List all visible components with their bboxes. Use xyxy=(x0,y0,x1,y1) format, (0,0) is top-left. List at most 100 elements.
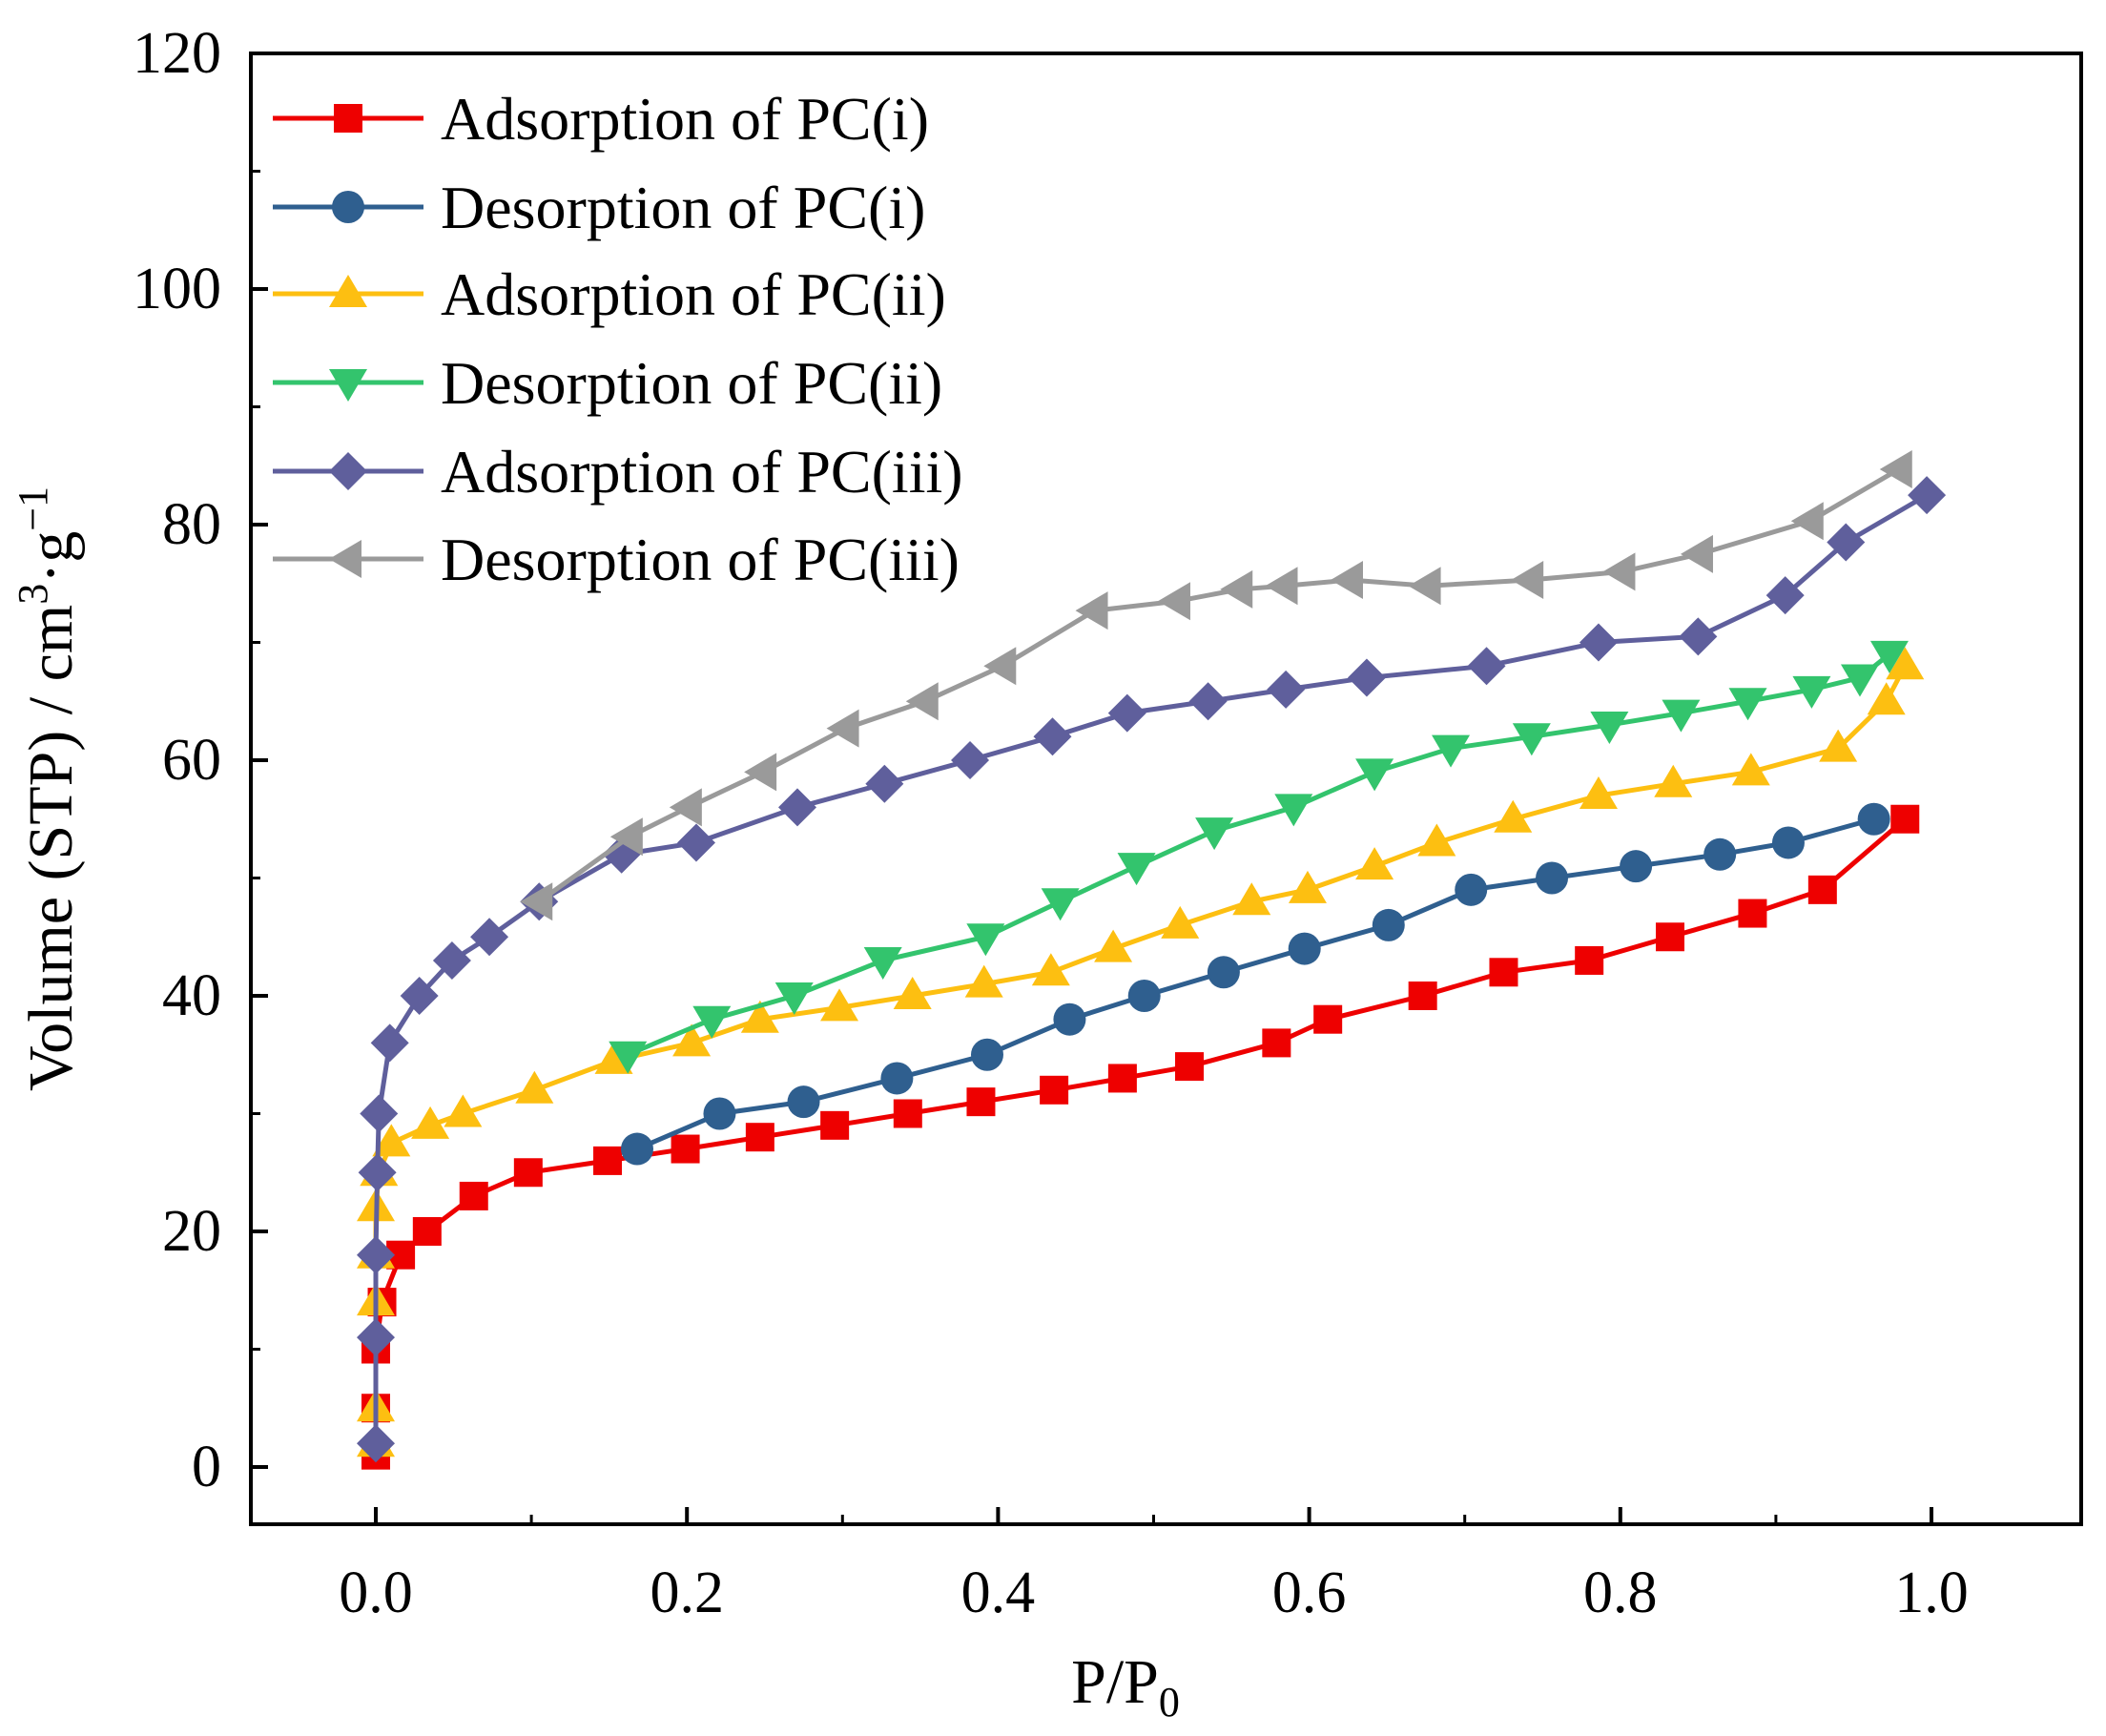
data-point xyxy=(865,764,904,803)
data-point xyxy=(672,1023,712,1057)
data-point xyxy=(432,940,471,980)
legend-item: Desorption of PC(iii) xyxy=(273,526,960,593)
data-point xyxy=(745,1123,774,1152)
data-point xyxy=(1288,870,1327,903)
data-point xyxy=(1232,882,1271,916)
data-point xyxy=(905,682,939,721)
data-point xyxy=(893,977,932,1009)
data-point xyxy=(1655,922,1684,952)
legend-item: Adsorption of PC(ii) xyxy=(273,260,946,328)
legend-item: Desorption of PC(i) xyxy=(273,174,925,241)
data-point xyxy=(1188,682,1228,721)
data-point xyxy=(1274,794,1313,827)
data-point xyxy=(360,1094,399,1133)
data-point xyxy=(820,1110,850,1140)
x-tick-label: 0.4 xyxy=(961,1560,1036,1625)
data-point xyxy=(520,882,553,921)
data-point xyxy=(1094,929,1133,962)
series-layer xyxy=(357,449,1947,1470)
data-point xyxy=(820,988,859,1022)
data-point xyxy=(1157,582,1190,621)
data-point xyxy=(1455,873,1488,906)
data-point xyxy=(1869,640,1909,673)
data-point xyxy=(951,741,990,779)
data-point xyxy=(372,1124,411,1157)
data-point xyxy=(1731,753,1770,786)
data-point xyxy=(1467,647,1506,686)
data-point xyxy=(357,1235,395,1274)
data-point xyxy=(1117,853,1156,886)
data-point xyxy=(826,709,859,748)
data-point xyxy=(1765,576,1805,615)
data-point xyxy=(1819,729,1858,762)
data-point xyxy=(1771,826,1805,859)
data-point xyxy=(1679,617,1718,656)
data-point xyxy=(692,1005,732,1039)
series-5 xyxy=(520,449,1912,921)
data-point xyxy=(1680,534,1713,573)
data-point xyxy=(411,1106,450,1139)
data-point xyxy=(357,1318,395,1357)
data-point xyxy=(1827,523,1866,562)
legend-item: Desorption of PC(ii) xyxy=(273,349,942,417)
data-point xyxy=(1728,688,1767,721)
legend: Adsorption of PC(i) Desorption of PC(i) Ad… xyxy=(273,85,963,593)
data-point xyxy=(1489,958,1518,987)
data-point xyxy=(703,1097,736,1130)
data-point xyxy=(1207,956,1240,989)
data-point xyxy=(1355,758,1394,792)
data-point xyxy=(1602,552,1636,591)
ticks-layer: 0.0 0.2 0.4 0.6 0.8 1.0 0 20 40 60 80 100 120 xyxy=(133,21,1969,1625)
data-point xyxy=(1792,675,1831,709)
data-point xyxy=(1372,908,1405,941)
data-point xyxy=(1867,682,1906,715)
data-point xyxy=(1890,804,1920,834)
data-point xyxy=(1879,449,1912,488)
data-point xyxy=(1575,945,1604,975)
data-point xyxy=(1662,699,1701,733)
data-point xyxy=(1807,875,1837,904)
data-point xyxy=(609,1041,648,1074)
data-point xyxy=(1494,799,1533,833)
x-tick-label: 0.8 xyxy=(1583,1560,1658,1625)
data-point xyxy=(1511,561,1544,600)
y-tick-label: 0 xyxy=(192,1435,221,1499)
data-point xyxy=(513,1158,543,1188)
data-point xyxy=(1331,561,1364,600)
y-tick-label: 120 xyxy=(133,21,221,86)
data-point xyxy=(676,823,715,862)
x-tick-label: 0.6 xyxy=(1272,1560,1347,1625)
data-point xyxy=(983,647,1017,686)
data-point xyxy=(1840,664,1879,697)
data-point xyxy=(1033,717,1072,756)
series-4 xyxy=(357,476,1947,1463)
data-point xyxy=(1313,1004,1343,1034)
data-point xyxy=(400,977,439,1015)
y-tick-label: 20 xyxy=(162,1199,221,1264)
data-point xyxy=(893,1099,922,1128)
data-point xyxy=(1738,899,1767,928)
data-point xyxy=(1267,670,1306,709)
data-point xyxy=(964,964,1003,998)
series-line xyxy=(636,816,1875,1151)
data-point xyxy=(515,1070,554,1104)
series-2 xyxy=(357,647,1925,1457)
legend-marker xyxy=(329,275,367,307)
y-tick-label: 60 xyxy=(162,728,221,793)
legend-label: Adsorption of PC(iii) xyxy=(441,438,963,506)
data-point xyxy=(412,1217,442,1246)
data-point xyxy=(1886,647,1925,680)
legend-item: Adsorption of PC(iii) xyxy=(273,438,963,506)
data-point xyxy=(370,1023,409,1063)
y-tick-label: 40 xyxy=(162,963,221,1028)
data-point xyxy=(1195,817,1234,851)
data-point xyxy=(1579,776,1618,810)
data-point xyxy=(1857,802,1890,836)
data-point xyxy=(1790,502,1824,541)
data-point xyxy=(669,788,702,827)
data-point xyxy=(744,753,777,792)
data-point xyxy=(1908,476,1947,515)
data-point xyxy=(459,1181,488,1210)
legend-marker xyxy=(332,191,364,223)
data-point xyxy=(1041,888,1080,921)
